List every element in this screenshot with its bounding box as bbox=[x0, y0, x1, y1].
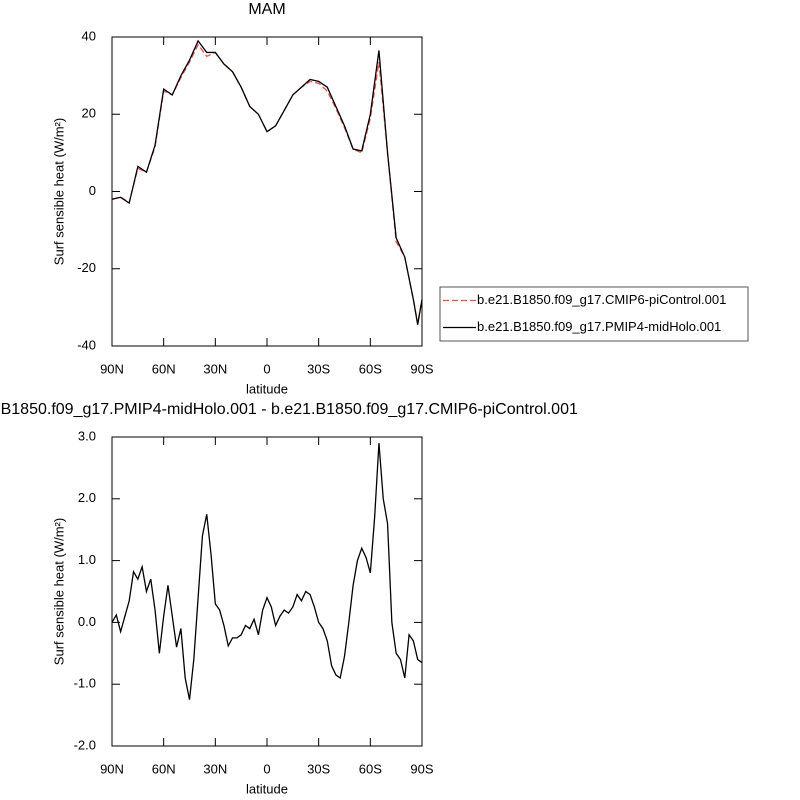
y-axis-label: Surf sensible heat (W/m²) bbox=[51, 118, 66, 265]
x-tick-label: 90S bbox=[410, 361, 433, 376]
x-tick-label: 60S bbox=[359, 361, 382, 376]
y-tick-label: 20 bbox=[82, 106, 96, 121]
y-tick-label: 40 bbox=[82, 28, 96, 43]
x-axis-label: latitude bbox=[246, 381, 288, 396]
y-tick-label: -2.0 bbox=[74, 737, 96, 752]
y-tick-label: -40 bbox=[77, 337, 96, 352]
legend-label: b.e21.B1850.f09_g17.CMIP6-piControl.001 bbox=[477, 292, 726, 307]
y-tick-label: 0 bbox=[89, 183, 96, 198]
x-tick-label: 30N bbox=[203, 761, 227, 776]
x-tick-label: 60N bbox=[152, 361, 176, 376]
x-tick-label: 60S bbox=[359, 761, 382, 776]
y-tick-label: 0.0 bbox=[78, 614, 96, 629]
chart-title: MAM bbox=[248, 1, 285, 18]
x-tick-label: 0 bbox=[263, 361, 270, 376]
y-tick-label: -20 bbox=[77, 260, 96, 275]
chart-title: b.e21.B1850.f09_g17.PMIP4-midHolo.001 - … bbox=[0, 401, 578, 418]
plot-frame bbox=[111, 36, 423, 347]
x-tick-label: 0 bbox=[263, 761, 270, 776]
y-tick-label: 2.0 bbox=[78, 490, 96, 505]
x-tick-label: 90N bbox=[100, 761, 124, 776]
x-tick-label: 60N bbox=[152, 761, 176, 776]
series-line bbox=[111, 39, 423, 325]
x-tick-label: 30S bbox=[307, 761, 330, 776]
y-tick-label: -1.0 bbox=[74, 676, 96, 691]
legend-label: b.e21.B1850.f09_g17.PMIP4-midHolo.001 bbox=[477, 319, 721, 334]
x-tick-label: 90S bbox=[410, 761, 433, 776]
series-line bbox=[111, 43, 423, 323]
x-tick-label: 30S bbox=[307, 361, 330, 376]
y-axis-label: Surf sensible heat (W/m²) bbox=[51, 518, 66, 665]
y-tick-label: 1.0 bbox=[78, 552, 96, 567]
legend-box bbox=[439, 286, 749, 342]
y-tick-label: 3.0 bbox=[78, 428, 96, 443]
series-line bbox=[111, 443, 423, 700]
x-tick-label: 90N bbox=[100, 361, 124, 376]
x-tick-label: 30N bbox=[203, 361, 227, 376]
plot-frame bbox=[111, 436, 423, 747]
x-axis-label: latitude bbox=[246, 781, 288, 796]
